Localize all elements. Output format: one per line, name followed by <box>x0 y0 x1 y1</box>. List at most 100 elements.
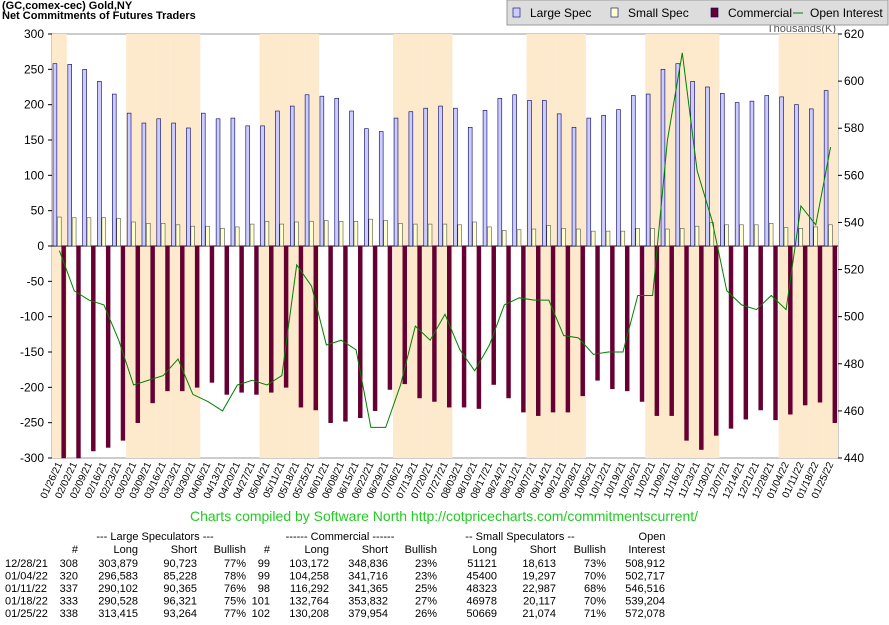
y2-tick-label: 500 <box>844 310 864 324</box>
table-cell: 508,912 <box>625 558 665 570</box>
bar <box>393 117 399 247</box>
bar <box>298 245 304 408</box>
bar <box>131 221 136 247</box>
bar <box>338 220 344 247</box>
y-tick-label: 250 <box>24 62 44 76</box>
legend-swatch <box>610 7 619 18</box>
y-tick-label: 50 <box>31 204 45 218</box>
bar <box>171 122 176 247</box>
table-cell: 104,258 <box>289 571 329 583</box>
bar <box>773 245 778 421</box>
bar <box>289 105 295 247</box>
table-header: -- Small Speculators -- <box>465 531 575 543</box>
table-cell: 68% <box>584 583 606 595</box>
bar <box>516 229 522 247</box>
bar <box>650 228 655 247</box>
bar <box>423 107 428 247</box>
bar <box>754 224 759 247</box>
table-cell: 348,836 <box>348 558 388 570</box>
y2-tick-label: 460 <box>844 404 864 418</box>
table-cell: 572,078 <box>625 608 665 620</box>
table-cell: 338 <box>60 608 78 620</box>
table-cell: 70% <box>584 571 606 583</box>
table-cell: 21,074 <box>522 608 556 620</box>
table-header: Bullish <box>214 544 246 556</box>
table-cell: 01/04/22 <box>5 571 48 583</box>
bar <box>264 220 270 247</box>
table-cell: 76% <box>224 583 246 595</box>
y-tick-label: -200 <box>20 380 44 394</box>
table-cell: 12/28/21 <box>5 558 48 570</box>
y2-axis-label: Thousands(K) <box>767 23 836 35</box>
table-cell: 90,365 <box>163 583 197 595</box>
table-cell: 99 <box>258 571 270 583</box>
bar <box>71 217 77 247</box>
bar <box>724 224 729 247</box>
table-header: Short <box>362 544 388 556</box>
table-cell: 51121 <box>467 558 497 570</box>
bar <box>324 220 329 247</box>
bar <box>224 245 230 395</box>
bar <box>328 245 333 423</box>
line <box>58 52 832 428</box>
bar <box>220 228 225 247</box>
bar <box>57 216 62 247</box>
bar <box>97 81 102 247</box>
bar <box>679 228 685 247</box>
table-cell: 18,613 <box>522 558 556 570</box>
bar <box>383 220 388 247</box>
bar <box>358 245 363 419</box>
bar <box>112 93 117 247</box>
table-cell: 01/18/22 <box>5 596 48 608</box>
bar <box>467 126 473 247</box>
bar <box>245 125 250 247</box>
bar <box>368 218 373 247</box>
bar <box>447 245 452 408</box>
y2-tick-label: 620 <box>844 27 864 41</box>
y2-tick-label: 480 <box>844 357 864 371</box>
bar <box>728 245 734 429</box>
table-header: # <box>264 544 271 556</box>
y2-tick-label: 540 <box>844 215 864 229</box>
table-header: # <box>72 544 79 556</box>
bar <box>561 228 566 247</box>
bar <box>387 245 393 390</box>
table-cell: 341,716 <box>348 571 388 583</box>
bar <box>141 122 147 247</box>
bar <box>739 224 744 247</box>
bar <box>798 228 804 247</box>
bar <box>684 245 689 441</box>
table-cell: 25% <box>415 583 437 595</box>
table-cell: 341,365 <box>348 583 388 595</box>
table-cell: 77% <box>224 558 246 570</box>
table-cell: 546,516 <box>625 583 665 595</box>
bar <box>709 222 715 247</box>
chart-subtitle: Net Commitments of Futures Traders <box>2 10 196 22</box>
table-cell: 353,832 <box>348 596 388 608</box>
bar <box>694 225 700 247</box>
bar <box>378 131 384 247</box>
bar <box>580 245 585 397</box>
table-cell: 50669 <box>466 608 497 620</box>
bar <box>150 245 155 404</box>
bar <box>556 113 562 247</box>
table-cell: 320 <box>60 571 78 583</box>
bar <box>86 217 92 247</box>
table-cell: 308 <box>60 558 78 570</box>
bar <box>542 100 547 247</box>
bar <box>482 110 488 247</box>
bar <box>432 245 437 402</box>
bar <box>269 245 274 393</box>
bar <box>334 98 339 247</box>
bar <box>343 245 348 422</box>
bar <box>61 245 66 459</box>
bar <box>364 128 369 247</box>
bar <box>601 114 606 247</box>
table-cell: 48323 <box>466 583 497 595</box>
bar <box>665 228 670 247</box>
bar <box>76 245 81 459</box>
bar <box>442 223 448 247</box>
table-cell: 290,102 <box>98 583 138 595</box>
table-cell: 132,764 <box>289 596 329 608</box>
bar <box>235 226 240 247</box>
